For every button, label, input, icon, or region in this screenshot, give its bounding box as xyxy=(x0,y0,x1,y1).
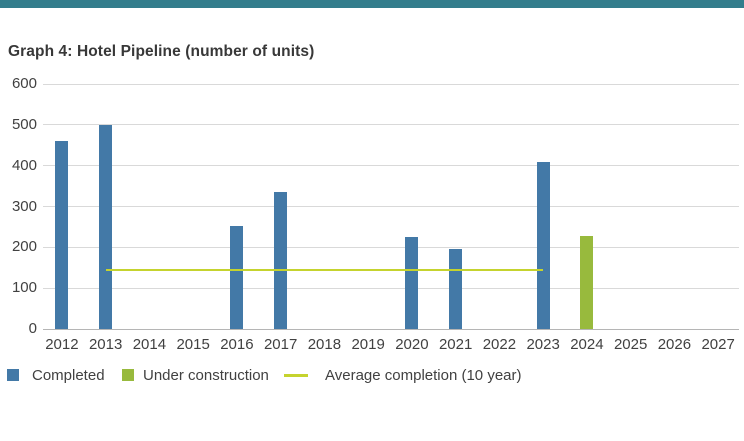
y-tick-label: 500 xyxy=(11,115,37,133)
x-axis-line xyxy=(43,328,739,330)
accent-top-bar xyxy=(0,0,744,8)
y-tick-label: 300 xyxy=(11,197,37,215)
gridline-600 xyxy=(43,83,739,85)
x-tick-label: 2024 xyxy=(570,336,604,353)
chart-title: Graph 4: Hotel Pipeline (number of units… xyxy=(8,43,315,60)
gridline-200 xyxy=(43,246,739,248)
legend-item-average-completion: Average completion (10 year) xyxy=(284,366,522,384)
x-tick-label: 2026 xyxy=(657,336,692,353)
bar-under-construction-2024 xyxy=(580,235,594,329)
under-construction-swatch-icon xyxy=(122,369,134,381)
bar-completed-2013 xyxy=(99,124,113,329)
bar-completed-2021 xyxy=(449,248,463,329)
x-tick-label: 2022 xyxy=(482,336,517,353)
chart-legend: Completed Under construction Average com… xyxy=(0,366,744,384)
x-tick-label: 2014 xyxy=(132,336,167,353)
gridline-500 xyxy=(43,124,739,126)
y-tick-label: 0 xyxy=(28,320,37,337)
x-tick-label: 2023 xyxy=(526,336,560,353)
x-tick-label: 2027 xyxy=(701,336,735,353)
x-tick-label: 2012 xyxy=(45,336,79,353)
gridline-400 xyxy=(43,165,739,167)
x-tick-label: 2013 xyxy=(88,336,123,353)
legend-item-under-construction: Under construction xyxy=(122,366,269,384)
x-tick-label: 2017 xyxy=(263,336,298,353)
legend-label-under-construction: Under construction xyxy=(143,366,269,384)
bar-completed-2020 xyxy=(405,237,419,329)
y-tick-label: 400 xyxy=(11,156,37,174)
x-tick-label: 2019 xyxy=(351,336,385,353)
bar-completed-2012 xyxy=(55,141,69,329)
x-tick-label: 2016 xyxy=(220,336,254,353)
gridline-100 xyxy=(43,287,739,289)
bar-completed-2017 xyxy=(274,192,288,329)
x-tick-label: 2015 xyxy=(176,336,210,353)
y-tick-label: 200 xyxy=(11,238,37,256)
x-tick-label: 2020 xyxy=(395,336,429,353)
x-tick-label: 2025 xyxy=(613,336,648,353)
legend-label-completed: Completed xyxy=(32,366,105,384)
completed-swatch-icon xyxy=(7,369,19,381)
x-tick-label: 2021 xyxy=(438,336,473,353)
legend-item-completed: Completed xyxy=(7,366,105,384)
y-tick-label: 600 xyxy=(11,75,37,92)
gridline-300 xyxy=(43,206,739,207)
average-completion-line xyxy=(105,268,544,271)
legend-label-average-completion: Average completion (10 year) xyxy=(325,366,522,384)
bar-completed-2016 xyxy=(230,225,244,329)
x-tick-label: 2018 xyxy=(307,336,342,353)
average-line-swatch-icon xyxy=(284,373,308,377)
y-tick-label: 100 xyxy=(11,279,37,297)
bar-completed-2023 xyxy=(536,161,550,329)
